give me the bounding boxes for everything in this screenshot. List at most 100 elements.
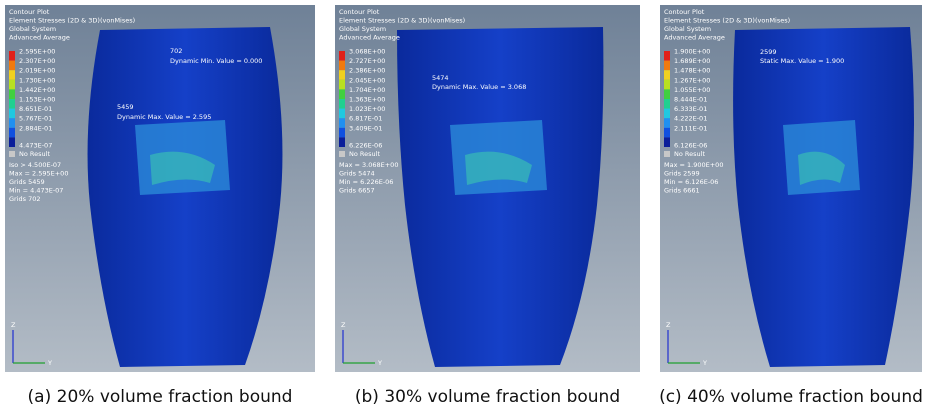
- legend-label: 8.444E-01: [674, 96, 707, 104]
- panel-caption: (b) 30% volume fraction bound: [355, 387, 620, 407]
- legend-swatch: [664, 137, 670, 147]
- legend-label: 1.363E+00: [349, 96, 385, 104]
- plot-header: Global System: [9, 25, 56, 33]
- plot-stat: Max = 3.068E+00: [339, 161, 398, 169]
- legend-label: 6.333E-01: [674, 105, 707, 113]
- legend-swatch: [9, 109, 15, 119]
- legend-label: 1.689E+00: [674, 57, 710, 65]
- plot-stat: Grids 6661: [664, 187, 700, 195]
- plot-stat: Grids 5474: [339, 170, 375, 178]
- axis-label: Z: [666, 321, 671, 329]
- axis-label: Y: [47, 359, 52, 367]
- plot-header: Element Stresses (2D & 3D)(vonMises): [9, 17, 135, 25]
- plot-annotation: 2599: [760, 48, 777, 56]
- plot-stat: Max = 1.900E+00: [664, 161, 723, 169]
- legend-label: 4.473E-07: [19, 141, 52, 149]
- no-result-label: No Result: [19, 150, 50, 158]
- legend-swatch: [9, 70, 15, 80]
- legend-swatch: [9, 51, 15, 61]
- plot-stat: Grids 702: [9, 195, 41, 203]
- plot-stat: Grids 6657: [339, 187, 375, 195]
- legend-label: 6.126E-06: [674, 141, 707, 149]
- legend-swatch: [664, 70, 670, 80]
- legend-swatch: [664, 61, 670, 71]
- vase-model: [733, 27, 914, 367]
- plot-header: Element Stresses (2D & 3D)(vonMises): [664, 17, 790, 25]
- plot-annotation: 702: [170, 47, 182, 55]
- legend-label: 1.442E+00: [19, 86, 55, 94]
- legend-swatch: [9, 128, 15, 138]
- legend-label: 6.817E-01: [349, 115, 382, 123]
- legend-label: 1.900E+00: [674, 48, 710, 56]
- legend-label: 5.767E-01: [19, 115, 52, 123]
- legend-label: 6.226E-06: [349, 141, 382, 149]
- legend-swatch: [339, 89, 345, 99]
- legend-label: 1.267E+00: [674, 76, 710, 84]
- plot-stat: Grids 5459: [9, 178, 45, 186]
- legend-label: 1.023E+00: [349, 105, 385, 113]
- legend-swatch: [664, 118, 670, 128]
- plot-annotation: Static Max. Value = 1.900: [760, 57, 844, 65]
- plot-header: Advanced Average: [339, 34, 400, 42]
- no-result-swatch: [664, 151, 670, 157]
- plot-stat: Min = 4.473E-07: [9, 187, 63, 195]
- legend-swatch: [339, 80, 345, 90]
- no-result-label: No Result: [349, 150, 380, 158]
- axis-label: Z: [341, 321, 346, 329]
- legend-label: 2.595E+00: [19, 48, 55, 56]
- vase-model: [88, 27, 283, 367]
- plot-header: Element Stresses (2D & 3D)(vonMises): [339, 17, 465, 25]
- legend-swatch: [9, 137, 15, 147]
- axis-label: Y: [702, 359, 707, 367]
- legend-swatch: [664, 128, 670, 138]
- legend-swatch: [339, 109, 345, 119]
- legend-label: 2.019E+00: [19, 67, 55, 75]
- legend-label: 1.055E+00: [674, 86, 710, 94]
- plot-annotation: 5474: [432, 74, 449, 82]
- legend-label: 1.153E+00: [19, 96, 55, 104]
- legend-swatch: [339, 61, 345, 71]
- plot-header: Advanced Average: [9, 34, 70, 42]
- plot-annotation: Dynamic Max. Value = 3.068: [432, 83, 526, 91]
- plot-annotation: Dynamic Min. Value = 0.000: [170, 57, 262, 65]
- legend-swatch: [664, 109, 670, 119]
- plot-header: Global System: [339, 25, 386, 33]
- plot-header: Advanced Average: [664, 34, 725, 42]
- plot-header: Contour Plot: [664, 8, 705, 16]
- plot-stat: Grids 2599: [664, 170, 700, 178]
- panel-caption: (c) 40% volume fraction bound: [659, 387, 923, 407]
- legend-label: 2.045E+00: [349, 76, 385, 84]
- legend-swatch: [664, 99, 670, 109]
- legend-label: 1.478E+00: [674, 67, 710, 75]
- legend-label: 2.386E+00: [349, 67, 385, 75]
- plot-stat: Min = 6.226E-06: [339, 178, 393, 186]
- legend-swatch: [664, 80, 670, 90]
- plot-header: Global System: [664, 25, 711, 33]
- legend-label: 1.704E+00: [349, 86, 385, 94]
- legend-swatch: [339, 51, 345, 61]
- legend-swatch: [664, 89, 670, 99]
- vase-model: [397, 27, 603, 367]
- legend-swatch: [9, 89, 15, 99]
- legend-label: 2.111E-01: [674, 124, 707, 132]
- figure-canvas: Contour PlotElement Stresses (2D & 3D)(v…: [0, 0, 928, 410]
- legend-label: 1.730E+00: [19, 76, 55, 84]
- no-result-swatch: [9, 151, 15, 157]
- plot-header: Contour Plot: [339, 8, 380, 16]
- legend-label: 3.068E+00: [349, 48, 385, 56]
- plot-header: Contour Plot: [9, 8, 50, 16]
- legend-label: 4.222E-01: [674, 115, 707, 123]
- legend-label: 3.409E-01: [349, 124, 382, 132]
- legend-label: 2.727E+00: [349, 57, 385, 65]
- plot-annotation: 5459: [117, 103, 134, 111]
- legend-label: 8.651E-01: [19, 105, 52, 113]
- legend-swatch: [9, 99, 15, 109]
- axis-label: Y: [377, 359, 382, 367]
- legend-swatch: [339, 118, 345, 128]
- legend-swatch: [339, 99, 345, 109]
- legend-swatch: [339, 137, 345, 147]
- legend-swatch: [339, 128, 345, 138]
